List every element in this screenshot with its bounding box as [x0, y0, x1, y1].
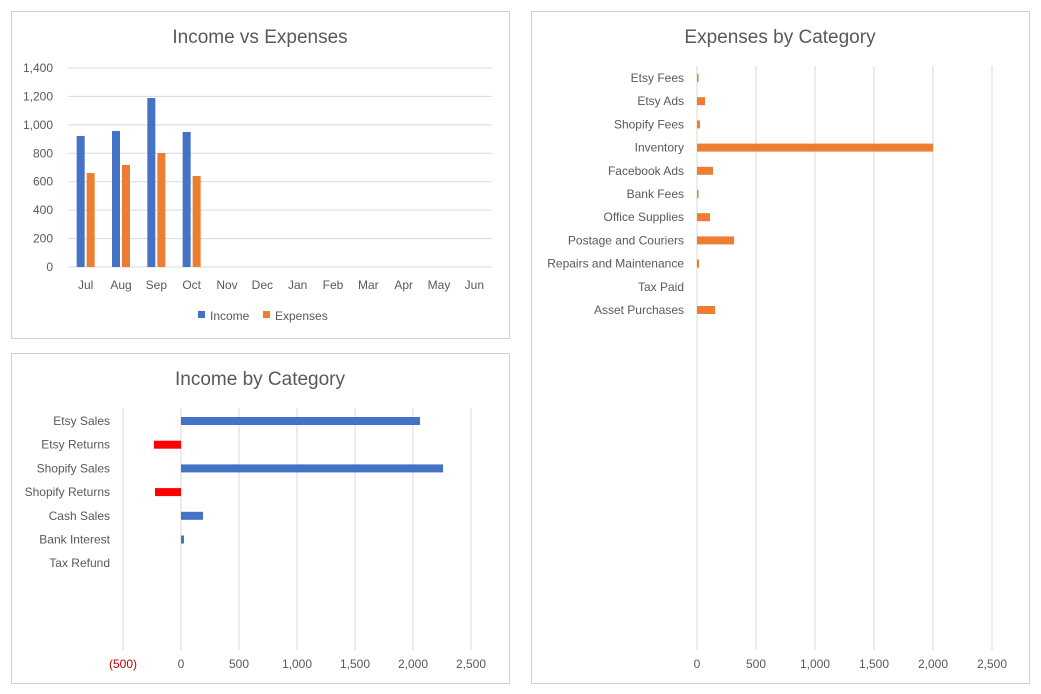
x-tick-label: Nov — [216, 278, 237, 292]
legend-label-income: Income — [210, 309, 250, 323]
bar — [697, 306, 716, 314]
bar — [697, 259, 700, 268]
category-label: Postage and Couriers — [568, 233, 684, 247]
chart-title-income-vs-expenses: Income vs Expenses — [172, 27, 347, 48]
bar — [181, 511, 204, 520]
x-tick-label: Aug — [110, 278, 131, 292]
category-label: Cash Sales — [49, 509, 110, 523]
x-tick-label: Jan — [288, 278, 307, 292]
category-label: Tax Paid — [638, 280, 684, 294]
x-tick-label: 1,500 — [340, 657, 370, 671]
x-tick-label: Jun — [465, 278, 484, 292]
y-tick-label: 600 — [33, 175, 53, 189]
bar — [181, 417, 420, 425]
category-label: Inventory — [635, 141, 684, 155]
x-tick-label: Jul — [78, 278, 93, 292]
category-label: Shopify Returns — [25, 485, 110, 499]
x-tick-label: (500) — [109, 657, 137, 671]
expenses-by-category-chart-panel — [531, 11, 1030, 684]
category-label: Shopify Sales — [37, 461, 110, 475]
category-label: Etsy Ads — [637, 94, 684, 108]
x-tick-label: 500 — [746, 657, 766, 671]
category-label: Asset Purchases — [594, 303, 684, 317]
y-tick-label: 200 — [33, 232, 53, 246]
category-label: Facebook Ads — [608, 164, 684, 178]
legend-swatch-expenses — [263, 311, 270, 318]
x-tick-label: Oct — [182, 278, 201, 292]
legend-swatch-income — [198, 311, 205, 318]
bar — [697, 74, 699, 82]
bar — [697, 190, 699, 198]
bar-income — [112, 130, 120, 267]
bar — [697, 213, 710, 222]
bar — [181, 535, 185, 544]
x-tick-label: Mar — [358, 278, 379, 292]
x-tick-label: 2,500 — [977, 657, 1007, 671]
bar-income — [147, 97, 156, 267]
category-label: Tax Refund — [49, 556, 110, 570]
x-tick-label: 0 — [694, 657, 701, 671]
bar — [153, 440, 181, 449]
bar-expenses — [157, 153, 166, 267]
category-label: Bank Fees — [627, 187, 684, 201]
category-label: Etsy Fees — [631, 71, 684, 85]
x-tick-label: 1,000 — [800, 657, 830, 671]
bar-expenses — [86, 173, 95, 267]
income-by-category-chart-panel — [11, 353, 510, 684]
y-tick-label: 1,000 — [23, 118, 53, 132]
bar — [697, 97, 706, 106]
bar — [697, 236, 735, 245]
chart-title-income-by-category: Income by Category — [175, 369, 346, 390]
category-label: Bank Interest — [39, 533, 110, 547]
legend-label-expenses: Expenses — [275, 309, 328, 323]
chart-title-expenses-by-category: Expenses by Category — [684, 27, 876, 48]
y-tick-label: 1,200 — [23, 89, 53, 103]
x-tick-label: 2,000 — [398, 657, 428, 671]
bar — [697, 166, 714, 175]
bar-income — [76, 135, 85, 267]
category-label: Etsy Sales — [53, 414, 110, 428]
x-tick-label: 500 — [229, 657, 249, 671]
y-tick-label: 0 — [46, 260, 53, 274]
x-tick-label: Dec — [252, 278, 273, 292]
bar-expenses — [122, 164, 130, 267]
bar — [697, 120, 700, 129]
category-label: Etsy Returns — [41, 438, 110, 452]
x-tick-label: Apr — [394, 278, 413, 292]
bar-income — [182, 131, 191, 267]
x-tick-label: May — [428, 278, 451, 292]
x-tick-label: 1,500 — [859, 657, 889, 671]
bar — [697, 143, 933, 152]
bar — [155, 488, 181, 497]
x-tick-label: 2,000 — [918, 657, 948, 671]
y-tick-label: 1,400 — [23, 61, 53, 75]
category-label: Repairs and Maintenance — [547, 257, 684, 271]
y-tick-label: 400 — [33, 203, 53, 217]
bar-expenses — [192, 176, 201, 267]
category-label: Shopify Fees — [614, 117, 684, 131]
y-tick-label: 800 — [33, 146, 53, 160]
category-label: Office Supplies — [604, 210, 685, 224]
bar — [181, 464, 444, 473]
x-tick-label: 2,500 — [456, 657, 486, 671]
x-tick-label: 1,000 — [282, 657, 312, 671]
x-tick-label: Sep — [146, 278, 168, 292]
x-tick-label: 0 — [178, 657, 185, 671]
x-tick-label: Feb — [323, 278, 344, 292]
